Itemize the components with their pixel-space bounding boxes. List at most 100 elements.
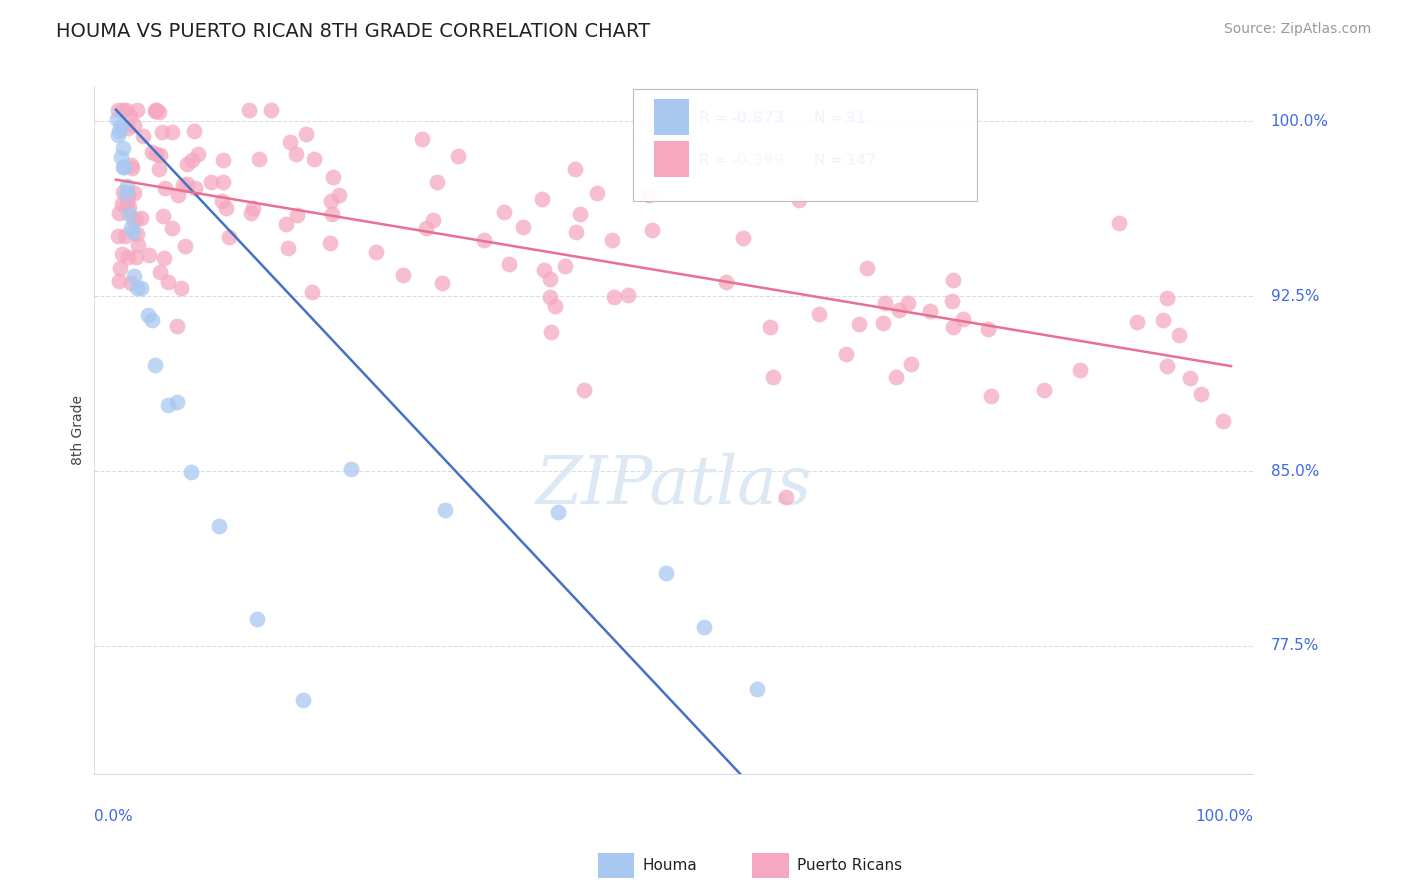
- Point: [941, 294, 963, 309]
- Point: [731, 230, 754, 244]
- Point: [166, 319, 188, 334]
- Point: [538, 290, 561, 304]
- Point: [565, 225, 588, 239]
- Point: [617, 287, 640, 301]
- Point: [247, 153, 270, 167]
- Point: [787, 193, 810, 207]
- Point: [172, 178, 194, 192]
- Point: [105, 112, 128, 126]
- Point: [295, 127, 318, 141]
- Point: [107, 206, 129, 220]
- Point: [285, 208, 308, 222]
- Point: [498, 257, 520, 271]
- Point: [714, 276, 737, 290]
- Point: [1108, 216, 1130, 230]
- Point: [980, 388, 1002, 402]
- Text: Houma: Houma: [643, 858, 697, 872]
- Point: [875, 296, 897, 310]
- Point: [654, 566, 676, 580]
- Point: [602, 290, 624, 304]
- Point: [107, 128, 129, 142]
- Point: [472, 233, 495, 247]
- Point: [200, 175, 222, 189]
- Point: [176, 177, 198, 191]
- Point: [422, 212, 444, 227]
- Text: Source: ZipAtlas.com: Source: ZipAtlas.com: [1223, 22, 1371, 37]
- Point: [547, 505, 569, 519]
- Text: 0.0%: 0.0%: [94, 808, 132, 823]
- Point: [143, 358, 166, 372]
- Point: [544, 299, 567, 313]
- Point: [897, 295, 920, 310]
- Text: 31: 31: [845, 112, 866, 126]
- Point: [173, 239, 195, 253]
- Point: [278, 136, 301, 150]
- Point: [150, 125, 173, 139]
- Point: [187, 147, 209, 161]
- Text: HOUMA VS PUERTO RICAN 8TH GRADE CORRELATION CHART: HOUMA VS PUERTO RICAN 8TH GRADE CORRELAT…: [56, 22, 651, 41]
- Point: [328, 187, 350, 202]
- Point: [415, 221, 437, 235]
- Point: [918, 303, 941, 318]
- Point: [208, 519, 231, 533]
- Point: [108, 124, 131, 138]
- Point: [434, 503, 457, 517]
- Point: [321, 207, 343, 221]
- Point: [212, 175, 235, 189]
- Point: [775, 491, 797, 505]
- Point: [512, 220, 534, 235]
- Point: [127, 227, 149, 242]
- Point: [117, 188, 139, 202]
- Point: [302, 152, 325, 166]
- Point: [260, 103, 283, 117]
- Text: 85.0%: 85.0%: [1271, 464, 1319, 478]
- Point: [808, 307, 831, 321]
- Point: [160, 221, 183, 235]
- Point: [238, 103, 260, 117]
- Text: -0.873: -0.873: [730, 112, 785, 126]
- Point: [321, 194, 343, 208]
- Point: [1156, 291, 1178, 305]
- Point: [107, 274, 129, 288]
- Point: [136, 308, 159, 322]
- Y-axis label: 8th Grade: 8th Grade: [72, 395, 86, 466]
- Point: [148, 161, 170, 176]
- Point: [1152, 313, 1174, 327]
- Point: [492, 205, 515, 219]
- Point: [112, 186, 135, 200]
- Point: [152, 209, 174, 223]
- Point: [586, 186, 609, 200]
- Point: [108, 261, 131, 276]
- Point: [215, 202, 238, 216]
- Point: [391, 268, 413, 282]
- Point: [169, 280, 191, 294]
- Point: [277, 242, 299, 256]
- Point: [1178, 371, 1201, 385]
- Point: [129, 281, 152, 295]
- Point: [118, 109, 141, 123]
- Text: -0.399: -0.399: [730, 153, 785, 168]
- Point: [117, 120, 139, 135]
- Point: [122, 186, 145, 200]
- Point: [111, 103, 134, 117]
- Point: [211, 194, 233, 209]
- Point: [364, 244, 387, 259]
- Point: [155, 180, 177, 194]
- Text: R =: R =: [699, 153, 733, 168]
- Point: [166, 394, 188, 409]
- Point: [564, 162, 586, 177]
- Point: [242, 202, 264, 216]
- Point: [856, 260, 879, 275]
- Point: [124, 269, 146, 284]
- Text: N =: N =: [814, 112, 848, 126]
- Point: [117, 250, 139, 264]
- Point: [125, 103, 148, 117]
- Point: [110, 119, 132, 133]
- Point: [411, 132, 433, 146]
- Point: [118, 207, 141, 221]
- Point: [127, 238, 149, 252]
- Point: [111, 196, 134, 211]
- Point: [156, 398, 179, 412]
- Point: [569, 207, 592, 221]
- Point: [115, 103, 138, 117]
